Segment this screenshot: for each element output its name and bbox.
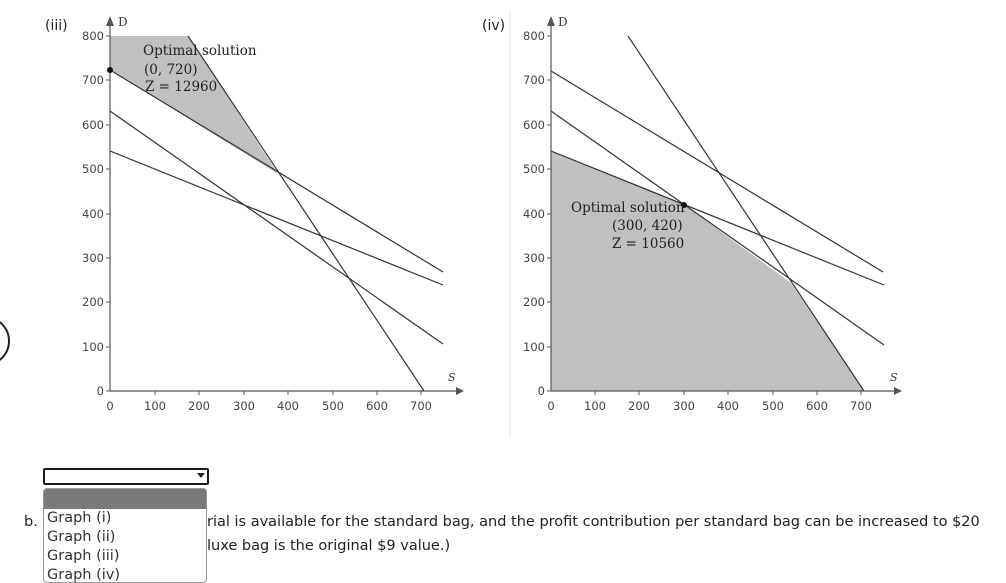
dropdown-option-graph-iv[interactable]: Graph (iv) (47, 567, 121, 583)
y-tick-label: 200 (82, 295, 104, 309)
y-tick-label: 0 (538, 384, 545, 398)
y-axis-arrow-icon (106, 16, 114, 26)
x-axis-name: S (448, 371, 456, 384)
x-tick-label: 300 (673, 399, 695, 413)
annotation-title: Optimal solution (143, 43, 257, 59)
y-tick-label: 500 (82, 162, 104, 176)
annotation-value: Z = 12960 (145, 79, 217, 95)
y-axis-arrow-icon (547, 16, 555, 26)
optimal-point (681, 202, 687, 208)
y-tick-label: 100 (523, 340, 545, 354)
x-axis-arrow-icon (456, 387, 464, 395)
constraint-line (627, 35, 865, 392)
y-tick-label: 300 (523, 251, 545, 265)
y-tick-label: 800 (82, 29, 104, 43)
constraint-line (550, 70, 884, 273)
y-tick-label: 300 (82, 251, 104, 265)
x-tick-label: 200 (188, 399, 210, 413)
x-tick-label: 600 (366, 399, 388, 413)
constraint-line (187, 35, 425, 392)
feasible-region (110, 36, 278, 174)
x-tick-label: 0 (547, 399, 554, 413)
x-tick-label: 500 (322, 399, 344, 413)
y-tick-label: 400 (523, 207, 545, 221)
optimal-annotation: Optimal solution (300, 420) Z = 10560 (571, 200, 685, 252)
y-tick-label: 0 (97, 384, 104, 398)
graph-dropdown-list: Graph (i) Graph (ii) Graph (iii) Graph (… (43, 488, 207, 583)
constraint-line (550, 150, 885, 286)
graph-select[interactable] (43, 468, 209, 485)
x-axis-arrow-icon (894, 387, 902, 395)
graph-iv-chart: D S 800 700 600 500 400 300 200 100 0 0 … (509, 10, 902, 438)
y-tick-label: 600 (523, 118, 545, 132)
x-tick-label: 100 (144, 399, 166, 413)
constraint-line (550, 110, 885, 346)
constraint-line (109, 69, 444, 273)
dropdown-highlighted-option[interactable] (44, 489, 206, 509)
y-tick-label: 500 (523, 162, 545, 176)
x-tick-label: 300 (233, 399, 255, 413)
dropdown-option-graph-ii[interactable]: Graph (ii) (47, 529, 116, 545)
constraint-line (109, 150, 444, 286)
question-label: b. (24, 514, 38, 530)
annotation-title: Optimal solution (571, 200, 685, 216)
x-tick-label: 500 (762, 399, 784, 413)
graph-iii-label: (iii) (45, 18, 68, 34)
dropdown-option-graph-iii[interactable]: Graph (iii) (47, 548, 120, 564)
question-text-line2: luxe bag is the original $9 value.) (207, 538, 451, 554)
y-tick-label: 800 (523, 29, 545, 43)
optimal-annotation: Optimal solution (0, 720) Z = 12960 (143, 43, 257, 95)
graph-iv-label: (iv) (482, 18, 506, 34)
y-tick-label: 600 (82, 118, 104, 132)
x-tick-label: 400 (277, 399, 299, 413)
annotation-value: Z = 10560 (612, 236, 684, 252)
x-tick-label: 0 (106, 399, 113, 413)
y-axis-name: D (118, 15, 128, 29)
y-tick-label: 700 (523, 73, 545, 87)
x-tick-label: 400 (717, 399, 739, 413)
y-tick-label: 700 (82, 73, 104, 87)
annotation-point: (300, 420) (612, 218, 683, 234)
annotation-point: (0, 720) (144, 62, 197, 78)
y-tick-label: 200 (523, 295, 545, 309)
y-ticks: 800 700 600 500 400 300 200 100 0 (523, 29, 551, 398)
y-axis-name: D (558, 15, 568, 29)
question-text-line1: rial is available for the standard bag, … (207, 514, 980, 530)
x-tick-label: 700 (410, 399, 432, 413)
x-tick-label: 100 (584, 399, 606, 413)
x-axis-name: S (890, 371, 898, 384)
dropdown-option-graph-i[interactable]: Graph (i) (47, 510, 112, 526)
x-tick-label: 200 (628, 399, 650, 413)
optimal-point (107, 67, 113, 73)
graph-iii: (iii) D S 800 700 600 500 400 300 200 10… (0, 0, 500, 440)
x-ticks: 0 100 200 300 400 500 600 700 (547, 391, 872, 413)
feasible-region (551, 151, 864, 391)
x-tick-label: 700 (850, 399, 872, 413)
graph-iv: D S 800 700 600 500 400 300 200 100 0 0 … (460, 0, 1006, 440)
x-ticks: 0 100 200 300 400 500 600 700 (106, 391, 432, 413)
graph-iii-chart: D S 800 700 600 500 400 300 200 100 0 0 … (82, 15, 464, 413)
y-ticks: 800 700 600 500 400 300 200 100 0 (82, 29, 110, 398)
x-tick-label: 600 (806, 399, 828, 413)
y-tick-label: 100 (82, 340, 104, 354)
chevron-down-icon (197, 473, 205, 478)
constraint-line (109, 110, 444, 345)
y-tick-label: 400 (82, 207, 104, 221)
